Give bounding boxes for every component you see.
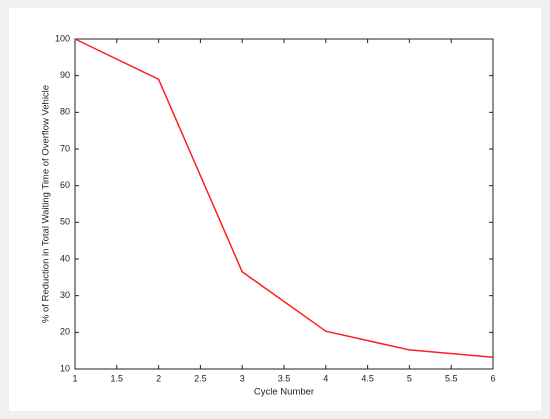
x-tick-label: 2 [156, 373, 161, 383]
y-tick-label: 60 [60, 180, 70, 190]
y-tick-label: 30 [60, 290, 70, 300]
y-axis-label: % of Reduction in Total Waiting Time of … [41, 85, 52, 323]
x-tick-label: 2.5 [194, 373, 207, 383]
x-tick-label: 4.5 [361, 373, 374, 383]
y-tick-label: 40 [60, 253, 70, 263]
x-tick-label: 3 [240, 373, 245, 383]
x-tick-label: 1 [72, 373, 77, 383]
x-tick-label: 5 [407, 373, 412, 383]
y-tick-label: 90 [60, 70, 70, 80]
y-tick-label: 10 [60, 363, 70, 373]
y-tick-label: 100 [55, 33, 70, 43]
plot-area [74, 38, 494, 370]
x-axis-label: Cycle Number [254, 387, 314, 398]
x-tick-label: 1.5 [111, 373, 124, 383]
x-tick-label: 3.5 [278, 373, 291, 383]
x-tick-label: 5.5 [445, 373, 458, 383]
y-tick-label: 70 [60, 143, 70, 153]
x-tick-label: 4 [323, 373, 328, 383]
y-tick-label: 50 [60, 217, 70, 227]
x-tick-label: 6 [490, 373, 495, 383]
y-tick-label: 20 [60, 327, 70, 337]
data-line [74, 38, 494, 359]
y-tick-label: 80 [60, 107, 70, 117]
